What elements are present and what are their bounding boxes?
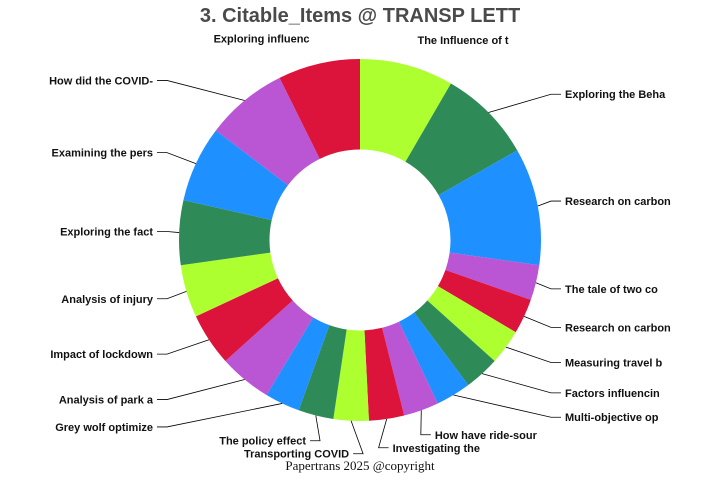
slice-label-5-research-on-carbon: Research on carbon bbox=[565, 322, 671, 334]
slice-label-6-measuring-travel-b: Measuring travel b bbox=[565, 357, 662, 369]
donut-slice-8-multi-objective-op bbox=[398, 312, 469, 404]
slice-label-16-analysis-of-injury: Analysis of injury bbox=[61, 294, 154, 306]
slice-label-14-analysis-of-park-a: Analysis of park a bbox=[59, 395, 154, 407]
slice-label-3-research-on-carbon: Research on carbon bbox=[565, 196, 671, 208]
leader-line-4 bbox=[535, 282, 561, 290]
leader-line-13 bbox=[157, 403, 283, 428]
donut-slice-13-grey-wolf-optimize bbox=[266, 317, 330, 411]
donut-slice-19-how-did-the-covid bbox=[215, 77, 320, 186]
leader-line-14 bbox=[157, 379, 245, 400]
leader-line-17 bbox=[157, 231, 180, 233]
donut-slice-17-exploring-the-fact bbox=[179, 200, 272, 266]
leader-line-2 bbox=[488, 93, 561, 113]
donut-slice-4-the-tale-of-two-co bbox=[445, 252, 540, 300]
slice-label-18-examining-the-pers: Examining the pers bbox=[52, 148, 153, 160]
donut-slices bbox=[179, 59, 541, 422]
leader-line-3 bbox=[537, 200, 561, 207]
slice-label-19-how-did-the-covid: How did the COVID- bbox=[49, 75, 153, 87]
donut-slice-2-exploring-the-beha bbox=[405, 83, 518, 196]
donut-slice-18-examining-the-pers bbox=[183, 130, 288, 221]
slice-label-7-factors-influencin: Factors influencin bbox=[565, 388, 660, 400]
leader-line-12 bbox=[310, 415, 321, 442]
slice-labels: The Influence of t Exploring the Beha Rese… bbox=[49, 33, 671, 460]
donut-slice-5-research-on-carbon bbox=[437, 269, 531, 333]
leader-line-18 bbox=[157, 152, 197, 164]
donut-slice-9-how-have-ride-sour bbox=[382, 321, 438, 416]
chart-title: 3. Citable_Items @ TRANSP LETT bbox=[199, 5, 521, 27]
donut-slice-15-impact-of-lockdown bbox=[195, 278, 293, 361]
slice-label-20-exploring-influenc: Exploring influenc bbox=[214, 33, 310, 45]
slice-label-11-transporting-covid: Transporting COVID bbox=[244, 449, 349, 461]
leader-line-16 bbox=[157, 291, 187, 300]
leader-line-10 bbox=[378, 418, 389, 449]
leader-line-7 bbox=[481, 373, 561, 394]
donut-slice-1-the-influence-of-t bbox=[360, 59, 451, 162]
leader-line-19 bbox=[157, 80, 245, 101]
donut-slice-7-factors-influencin bbox=[414, 300, 495, 386]
leader-line-6 bbox=[505, 346, 561, 363]
slice-label-15-impact-of-lockdown: Impact of lockdown bbox=[50, 349, 153, 361]
slice-label-10-investigating-the: Investigating the bbox=[393, 443, 480, 455]
slice-label-2-exploring-the-beha: Exploring the Beha bbox=[565, 89, 666, 101]
slice-label-17-exploring-the-fact: Exploring the fact bbox=[60, 226, 153, 238]
donut-slice-16-analysis-of-injury bbox=[180, 252, 278, 317]
leader-line-8 bbox=[453, 394, 561, 418]
leader-line-9 bbox=[420, 410, 431, 436]
leader-line-5 bbox=[523, 316, 561, 328]
leader-line-11 bbox=[350, 420, 364, 455]
slice-label-4-the-tale-of-two-co: The tale of two co bbox=[565, 284, 658, 296]
slice-label-13-grey-wolf-optimize: Grey wolf optimize bbox=[55, 422, 153, 434]
slice-label-1-the-influence-of-t: The Influence of t bbox=[417, 35, 508, 47]
donut-slice-11-transporting-covid bbox=[333, 329, 369, 422]
slice-label-8-multi-objective-op: Multi-objective op bbox=[565, 412, 659, 424]
slice-label-9-how-have-ride-sour: How have ride-sour bbox=[435, 430, 538, 442]
donut-slice-14-analysis-of-park-a bbox=[225, 300, 314, 395]
donut-slice-12-the-policy-effect bbox=[298, 325, 347, 420]
slice-label-12-the-policy-effect: The policy effect bbox=[219, 436, 306, 448]
leader-line-15 bbox=[157, 339, 210, 355]
donut-slice-10-investigating-the bbox=[364, 327, 405, 421]
donut-slice-3-research-on-carbon bbox=[438, 150, 541, 266]
donut-slice-20-exploring-influenc bbox=[279, 59, 360, 159]
donut-slice-6-measuring-travel-b bbox=[427, 286, 516, 361]
copyright-footer: Papertrans 2025 @copyright bbox=[285, 458, 435, 473]
